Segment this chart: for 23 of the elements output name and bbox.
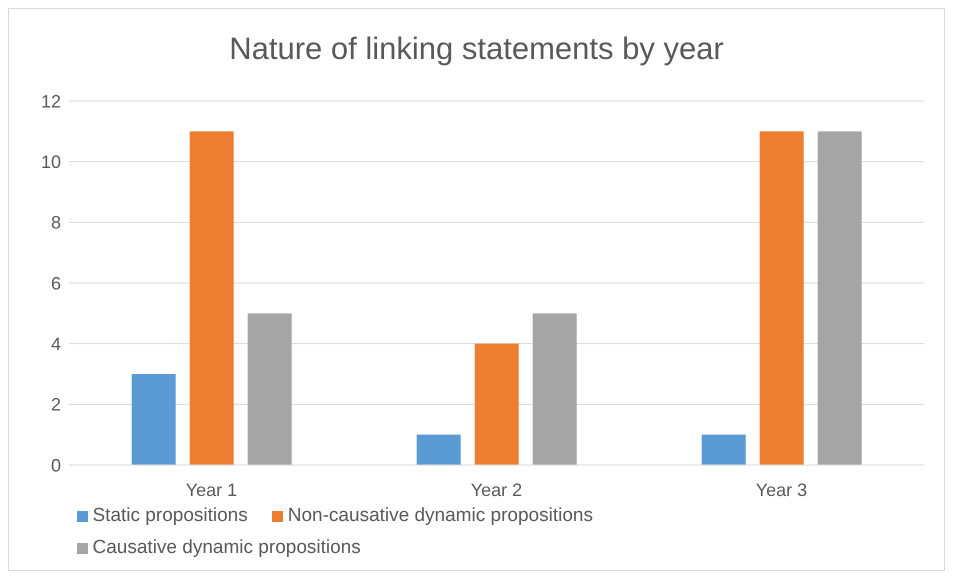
y-tick-label: 12 [40,91,61,112]
bar [532,313,577,465]
legend-label: Static propositions [92,505,248,527]
bar [702,434,746,465]
x-tick-label: Year 2 [470,480,522,500]
y-tick-label: 2 [50,394,61,415]
y-tick-label: 4 [50,334,61,354]
y-tick-label: 6 [50,273,61,294]
bar [190,131,234,465]
y-tick-label: 8 [50,212,61,233]
bar [474,344,519,465]
bar [248,313,292,465]
bar [132,374,176,465]
y-tick-label: 10 [40,152,61,172]
bar [818,131,862,465]
x-tick-label: Year 3 [756,480,808,500]
y-tick-label: 0 [50,455,61,476]
legend-label: Non-causative dynamic propositions [288,505,593,527]
bar [416,434,461,465]
chart-title: Nature of linking statements by year [228,30,725,68]
bar [760,131,804,465]
x-tick-label: Year 1 [186,480,238,500]
legend-label: Causative dynamic propositions [92,537,361,559]
